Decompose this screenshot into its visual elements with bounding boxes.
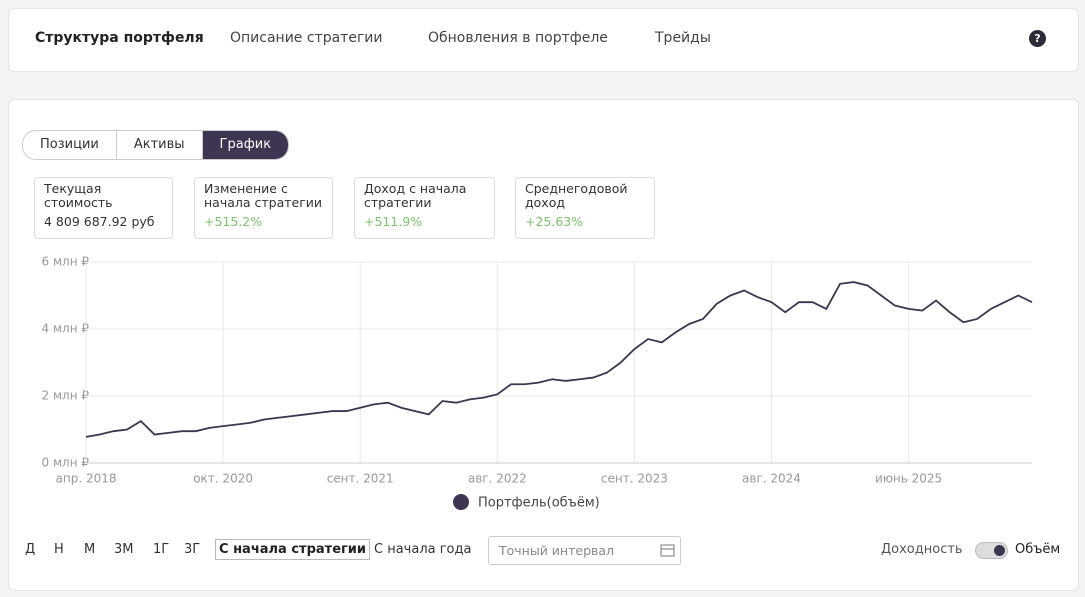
toggle-switch[interactable] [975,542,1008,559]
nav-tab[interactable]: Структура портфеля [35,30,204,46]
help-icon[interactable]: ? [1029,30,1046,47]
x-tick-label: авг. 2022 [468,472,527,486]
period-button[interactable]: Д [25,542,36,557]
x-tick-label: авг. 2024 [742,472,801,486]
card-label: Текущая стоимость [44,181,113,210]
toggle-label: Доходность [881,542,963,557]
period-button[interactable]: Н [54,542,64,557]
period-button[interactable]: С начала стратегии [215,539,371,560]
period-button[interactable]: С начала года [374,542,472,557]
view-tabs: Позиции Активы График [22,130,290,160]
period-button[interactable]: М [84,542,96,557]
stat-card: Среднегодовой доход +25.63% [515,177,655,239]
calendar-frame [660,544,675,557]
date-input[interactable]: Точный интервал [488,536,681,565]
legend-label: Портфель(объём) [478,496,600,511]
content-panel [8,99,1079,591]
card-label: Изменение с начала стратегии [204,181,323,210]
y-tick-label: 0 млн ₽ [42,456,90,470]
chart: 0 млн ₽ 2 млн ₽ 4 млн ₽ 6 млн ₽ апр. 2018 окт… [42,255,1033,511]
card-label: Доход с начала стратегии [364,181,467,210]
nav-tab[interactable]: Обновления в портфеле [428,30,608,46]
line [85,281,1033,438]
y-tick-label: 4 млн ₽ [42,322,90,336]
x-tick-label: апр. 2018 [56,472,117,486]
stat-card: Доход с начала стратегии +511.9% [354,177,495,239]
x-tick-label: окт. 2020 [193,472,253,486]
period-button[interactable]: 1Г [153,542,170,557]
card-value: +25.63% [525,214,584,229]
card-label: Среднегодовой доход [525,181,628,210]
x-tick-label: июнь 2025 [875,472,942,486]
view-tab[interactable]: График [202,131,289,159]
period-button[interactable]: 3Г [184,542,201,557]
period-button[interactable]: 3М [114,542,134,557]
toggle-knob [994,545,1005,556]
x-tick-label: сент. 2021 [327,472,394,486]
card-value: +515.2% [204,214,263,229]
view-tab[interactable]: Активы [117,131,203,159]
nav-tab[interactable]: Трейды [655,30,711,46]
card-value: +511.9% [364,214,423,229]
y-tick-label: 6 млн ₽ [42,255,90,269]
toggle-label: Объём [1015,542,1061,557]
stat-card: Текущая стоимость 4 809 687.92 руб [34,177,173,239]
nav-tab[interactable]: Описание стратегии [230,30,383,46]
nav-panel [8,8,1079,72]
view-tab[interactable]: Позиции [23,131,117,159]
y-tick-label: 2 млн ₽ [42,389,90,403]
legend-marker [453,494,469,510]
x-tick-label: сент. 2023 [601,472,668,486]
calendar-icon [660,544,675,557]
stat-card: Изменение с начала стратегии +515.2% [194,177,333,239]
card-value: 4 809 687.92 руб [44,214,155,229]
